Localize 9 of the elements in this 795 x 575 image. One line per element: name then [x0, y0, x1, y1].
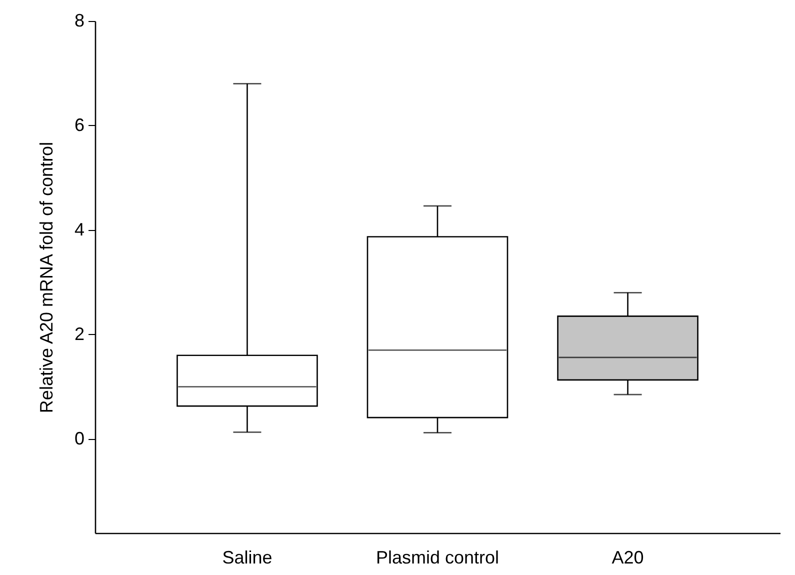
y-tick-label: 8: [74, 10, 84, 30]
y-tick-label: 6: [74, 114, 84, 135]
y-tick-label: 0: [74, 428, 84, 448]
x-tick-label: Saline: [222, 548, 272, 568]
y-axis-title: Relative A20 mRNA fold of control: [36, 142, 56, 414]
x-tick-label: Plasmid control: [376, 548, 500, 568]
x-tick-label: A20: [612, 548, 644, 568]
y-tick-label: 2: [74, 324, 84, 344]
y-tick-label: 4: [74, 219, 84, 240]
